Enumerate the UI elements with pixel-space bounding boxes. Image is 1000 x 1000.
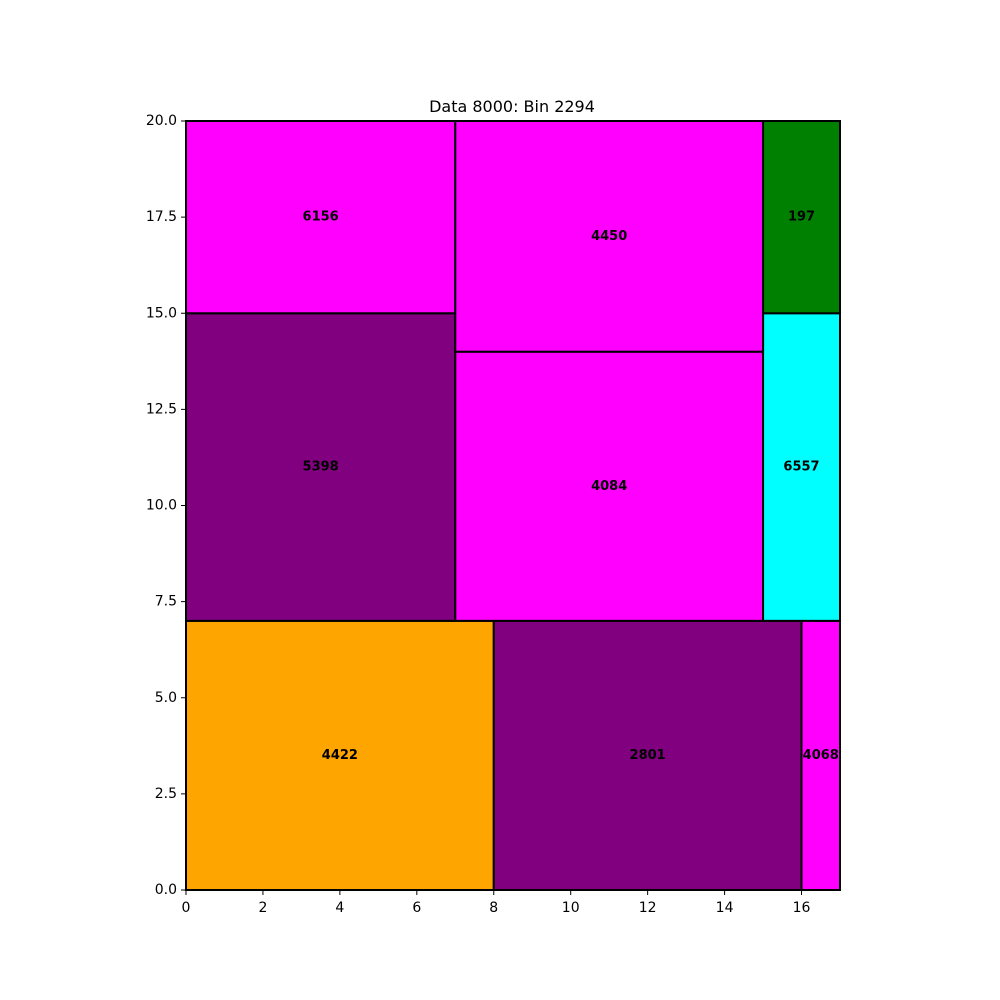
packed-rectangle-5398 (185, 312, 457, 622)
x-tick-label: 14 (716, 900, 734, 916)
rectangle-label-5398: 5398 (303, 460, 339, 475)
rectangle-label-197: 197 (788, 210, 815, 225)
y-tick-label: 0.0 (155, 882, 177, 898)
rectangle-label-4450: 4450 (591, 229, 627, 244)
packed-rectangle-197 (762, 120, 842, 315)
chart-title: Data 8000: Bin 2294 (429, 97, 595, 116)
x-tick-label: 10 (562, 900, 580, 916)
y-tick-label: 2.5 (155, 786, 177, 802)
x-tick-label: 2 (258, 900, 267, 916)
rectangle-label-6156: 6156 (303, 210, 339, 225)
rectangle-label-6557: 6557 (783, 460, 819, 475)
packed-rectangle-4084 (454, 350, 765, 622)
packed-rectangle-4450 (454, 120, 765, 353)
packed-rectangle-6156 (185, 120, 457, 315)
x-tick-label: 8 (489, 900, 498, 916)
x-tick-label: 12 (639, 900, 657, 916)
packed-rectangle-6557 (762, 312, 842, 622)
rectangles-layer (185, 120, 842, 891)
y-tick-label: 10.0 (146, 498, 177, 514)
rectangle-label-4422: 4422 (322, 748, 358, 763)
x-tick-label: 16 (793, 900, 811, 916)
y-tick-label: 5.0 (155, 690, 177, 706)
rectangle-labels-layer: 4422 2801 4068 5398 4084 6557 6156 4450 197 (303, 210, 839, 763)
rectangle-label-4084: 4084 (591, 479, 627, 494)
axes: 0 2 4 6 8 10 12 14 16 0.0 2.5 5.0 7.5 10.0 12.5 15.0 17.… (146, 113, 841, 916)
rectangle-label-4068: 4068 (803, 748, 839, 763)
y-tick-label: 20.0 (146, 113, 177, 129)
x-tick-label: 6 (412, 900, 421, 916)
y-tick-label: 12.5 (146, 401, 177, 417)
y-tick-label: 15.0 (146, 305, 177, 321)
packed-rectangle-4422 (185, 619, 495, 891)
y-tick-label: 7.5 (155, 594, 177, 610)
y-tick-label: 17.5 (146, 209, 177, 225)
packed-rectangle-2801 (492, 619, 803, 891)
x-tick-label: 0 (182, 900, 191, 916)
rectangle-label-2801: 2801 (630, 748, 666, 763)
x-tick-label: 4 (335, 900, 344, 916)
